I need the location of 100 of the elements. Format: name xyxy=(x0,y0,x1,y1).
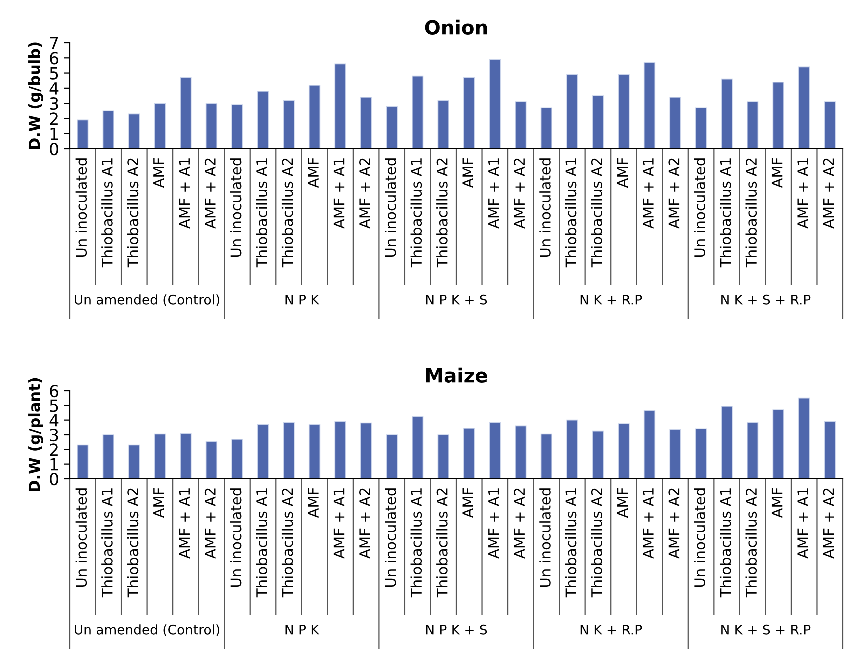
x-tick-label: AMF xyxy=(154,158,164,188)
bar xyxy=(464,77,476,149)
x-tick-label: Thiobacillus A2 xyxy=(282,158,294,268)
bar xyxy=(695,428,708,479)
x-tick-label: Un inoculated xyxy=(540,488,551,588)
x-tick-label: Thiobacillus A1 xyxy=(565,488,577,598)
x-tick-label: Un inoculated xyxy=(76,488,88,588)
x-tick-label: Un inoculated xyxy=(385,488,396,588)
text: N P K xyxy=(286,295,320,305)
x-tick-label: Thiobacillus A2 xyxy=(282,488,294,598)
x-tick-label: Thiobacillus A1 xyxy=(410,488,422,598)
bar xyxy=(334,64,346,149)
x-tick-label: Thiobacillus A1 xyxy=(256,158,268,268)
bar xyxy=(670,97,682,149)
x-tick-label: AMF + A2 xyxy=(360,158,370,229)
x-tick-label: AMF + A2 xyxy=(514,488,525,559)
x-tick-label: AMF + A2 xyxy=(668,158,680,229)
x-tick-label: Thiobacillus A1 xyxy=(256,488,268,598)
text: N P K + S xyxy=(426,294,488,305)
x-tick-label: AMF + A2 xyxy=(823,488,834,559)
x-tick-label: AMF + A2 xyxy=(204,488,216,559)
bar xyxy=(721,78,733,149)
x-tick-label: AMF xyxy=(617,158,628,188)
text: N K + S + R.P xyxy=(722,294,811,305)
x-tick-label: Thiobacillus A1 xyxy=(720,158,732,268)
text: N P K + S xyxy=(426,624,488,635)
x-tick-label: Thiobacillus A2 xyxy=(591,158,602,268)
bar xyxy=(438,434,450,479)
bar xyxy=(283,100,295,149)
bar xyxy=(489,59,501,149)
bar xyxy=(721,406,733,479)
bar xyxy=(360,97,372,149)
bar xyxy=(308,424,321,479)
bar xyxy=(257,91,270,149)
bar xyxy=(77,444,89,479)
x-tick-label: Thiobacillus A2 xyxy=(591,488,602,598)
x-tick-label: Un inoculated xyxy=(540,158,551,258)
y-tick-label: 1 xyxy=(50,458,58,471)
text: N K + R.P xyxy=(580,625,642,635)
bar xyxy=(515,426,527,479)
x-tick-label: AMF + A1 xyxy=(334,488,345,559)
bar xyxy=(618,74,630,149)
bar xyxy=(102,110,114,149)
bar xyxy=(515,102,527,149)
y-tick-label: 3 xyxy=(50,428,58,442)
x-tick-label: Thiobacillus A2 xyxy=(746,158,758,268)
x-tick-label: AMF + A1 xyxy=(798,158,808,229)
bar xyxy=(746,102,759,149)
bar xyxy=(206,103,218,149)
bar xyxy=(644,410,656,479)
bar xyxy=(566,420,578,479)
chart-title: Onion xyxy=(425,20,488,35)
text: Un amended (Control) xyxy=(75,624,220,636)
x-tick-label: Un inoculated xyxy=(230,158,242,258)
x-tick-label: AMF xyxy=(462,488,474,518)
x-tick-label: AMF + A2 xyxy=(823,158,834,229)
x-tick-label: Thiobacillus A2 xyxy=(436,488,448,598)
bar xyxy=(592,430,604,479)
chart-title: Maize xyxy=(426,368,488,383)
bar xyxy=(77,120,89,149)
bar xyxy=(670,429,682,479)
bar xyxy=(308,84,321,149)
bar xyxy=(824,102,836,149)
x-tick-label: AMF xyxy=(772,158,783,188)
bar xyxy=(128,444,140,479)
y-tick-label: 4 xyxy=(50,414,59,427)
bar xyxy=(232,104,244,149)
bar xyxy=(154,434,166,479)
bar xyxy=(695,108,708,149)
x-tick-label: AMF + A1 xyxy=(798,488,808,559)
bar xyxy=(180,77,192,149)
x-tick-label: AMF + A2 xyxy=(360,488,370,559)
text: N P K xyxy=(286,625,320,635)
x-tick-label: Un inoculated xyxy=(694,158,706,258)
y-tick-label: 5 xyxy=(50,67,58,80)
y-tick-label: 0 xyxy=(50,472,58,486)
bar xyxy=(798,66,810,149)
x-tick-label: AMF + A1 xyxy=(643,158,654,229)
bar xyxy=(128,114,140,149)
bar xyxy=(257,424,270,479)
bar xyxy=(412,416,424,479)
bar xyxy=(489,422,501,479)
bar xyxy=(232,438,244,479)
x-tick-label: Thiobacillus A2 xyxy=(746,488,758,598)
x-tick-label: Thiobacillus A1 xyxy=(720,488,732,598)
bar xyxy=(592,96,604,149)
x-tick-label: Thiobacillus A1 xyxy=(410,158,422,268)
bar xyxy=(746,422,759,479)
y-tick-label: 5 xyxy=(50,400,58,412)
y-axis-title: D.W (g/bulb) xyxy=(28,42,44,150)
x-tick-label: AMF + A2 xyxy=(204,158,216,229)
text: N K + R.P xyxy=(580,295,642,305)
x-tick-label: AMF xyxy=(617,488,628,518)
x-tick-label: Thiobacillus A2 xyxy=(127,158,139,268)
bar xyxy=(102,434,114,479)
x-tick-label: AMF + A1 xyxy=(334,158,345,229)
bar xyxy=(283,422,295,479)
bar xyxy=(644,62,656,149)
y-tick-label: 0 xyxy=(50,142,58,156)
bar xyxy=(180,433,192,479)
